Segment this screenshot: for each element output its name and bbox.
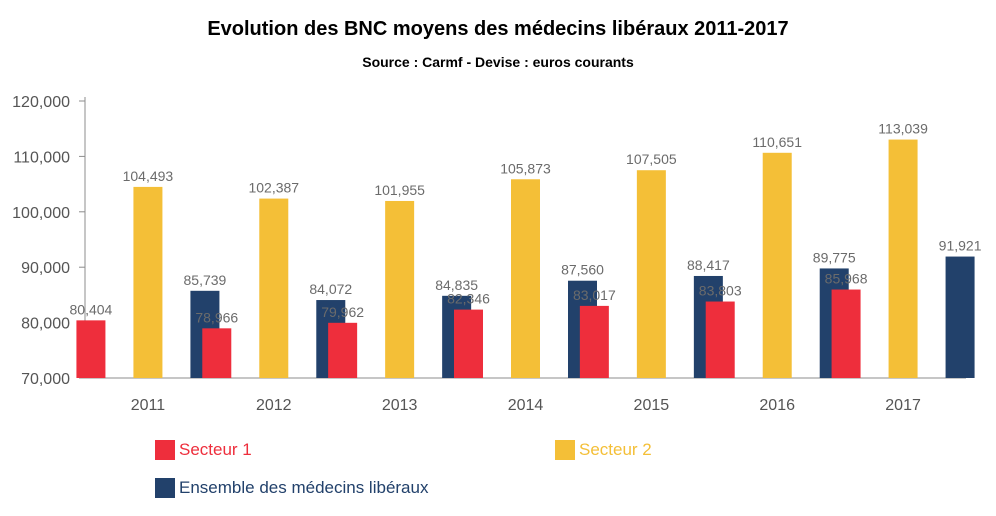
data-label: 91,921 [939,238,982,254]
x-tick-label: 2014 [508,397,544,414]
bar [454,309,483,378]
data-label: 101,955 [374,182,425,198]
bar [76,320,106,378]
data-label: 83,803 [699,283,742,299]
bar [133,186,163,378]
y-tick-label: 80,000 [21,316,70,333]
data-label: 78,966 [195,309,238,325]
y-tick-label: 120,000 [12,94,70,111]
bar [511,179,540,378]
y-tick-label: 70,000 [21,371,70,388]
legend-label-secteur-1: Secteur 1 [179,440,252,459]
bar [888,139,918,378]
chart-title: Evolution des BNC moyens des médecins li… [207,18,789,40]
legend-label-ensemble: Ensemble des médecins libéraux [179,478,429,497]
bar [202,328,232,378]
data-label: 105,873 [500,160,551,176]
data-label: 88,417 [687,257,730,273]
legend-item-secteur-1: Secteur 1 [155,440,252,460]
data-label: 104,493 [123,168,174,184]
bar [385,200,415,378]
data-label: 107,505 [626,151,677,167]
bar [705,301,735,378]
data-label: 83,017 [573,287,616,303]
data-label: 110,651 [752,134,802,150]
data-label: 82,346 [447,291,490,307]
legend-item-secteur-2: Secteur 2 [555,440,652,460]
y-tick-label: 100,000 [12,205,70,222]
x-tick-label: 2011 [131,397,166,414]
legend-label-secteur-2: Secteur 2 [579,440,652,459]
bar [328,322,358,378]
data-label: 79,962 [321,304,364,320]
data-label: 80,404 [70,301,113,317]
data-label: 113,039 [878,121,928,137]
x-tick-label: 2016 [759,397,795,414]
y-tick-label: 90,000 [21,260,70,277]
x-tick-label: 2015 [634,397,670,414]
legend-swatch-secteur-2 [555,440,575,460]
x-tick-label: 2012 [256,397,292,414]
data-label: 85,968 [825,271,868,287]
data-label: 102,387 [248,180,299,196]
bar [831,289,861,378]
bar [636,170,666,378]
bar [259,198,289,378]
data-label: 84,835 [435,277,478,293]
legend-swatch-secteur-1 [155,440,175,460]
bar [945,256,975,378]
legend-item-ensemble: Ensemble des médecins libéraux [155,478,428,498]
x-tick-label: 2017 [885,397,921,414]
data-label: 84,072 [309,281,352,297]
chart-subtitle: Source : Carmf - Devise : euros courants [362,54,634,70]
bar [579,305,609,378]
x-tick-label: 2013 [382,397,418,414]
legend-swatch-ensemble [155,478,175,498]
bar [762,152,792,378]
data-label: 85,739 [184,272,227,288]
y-tick-label: 110,000 [13,149,70,166]
data-label: 89,775 [813,249,856,265]
data-label: 87,560 [561,262,604,278]
